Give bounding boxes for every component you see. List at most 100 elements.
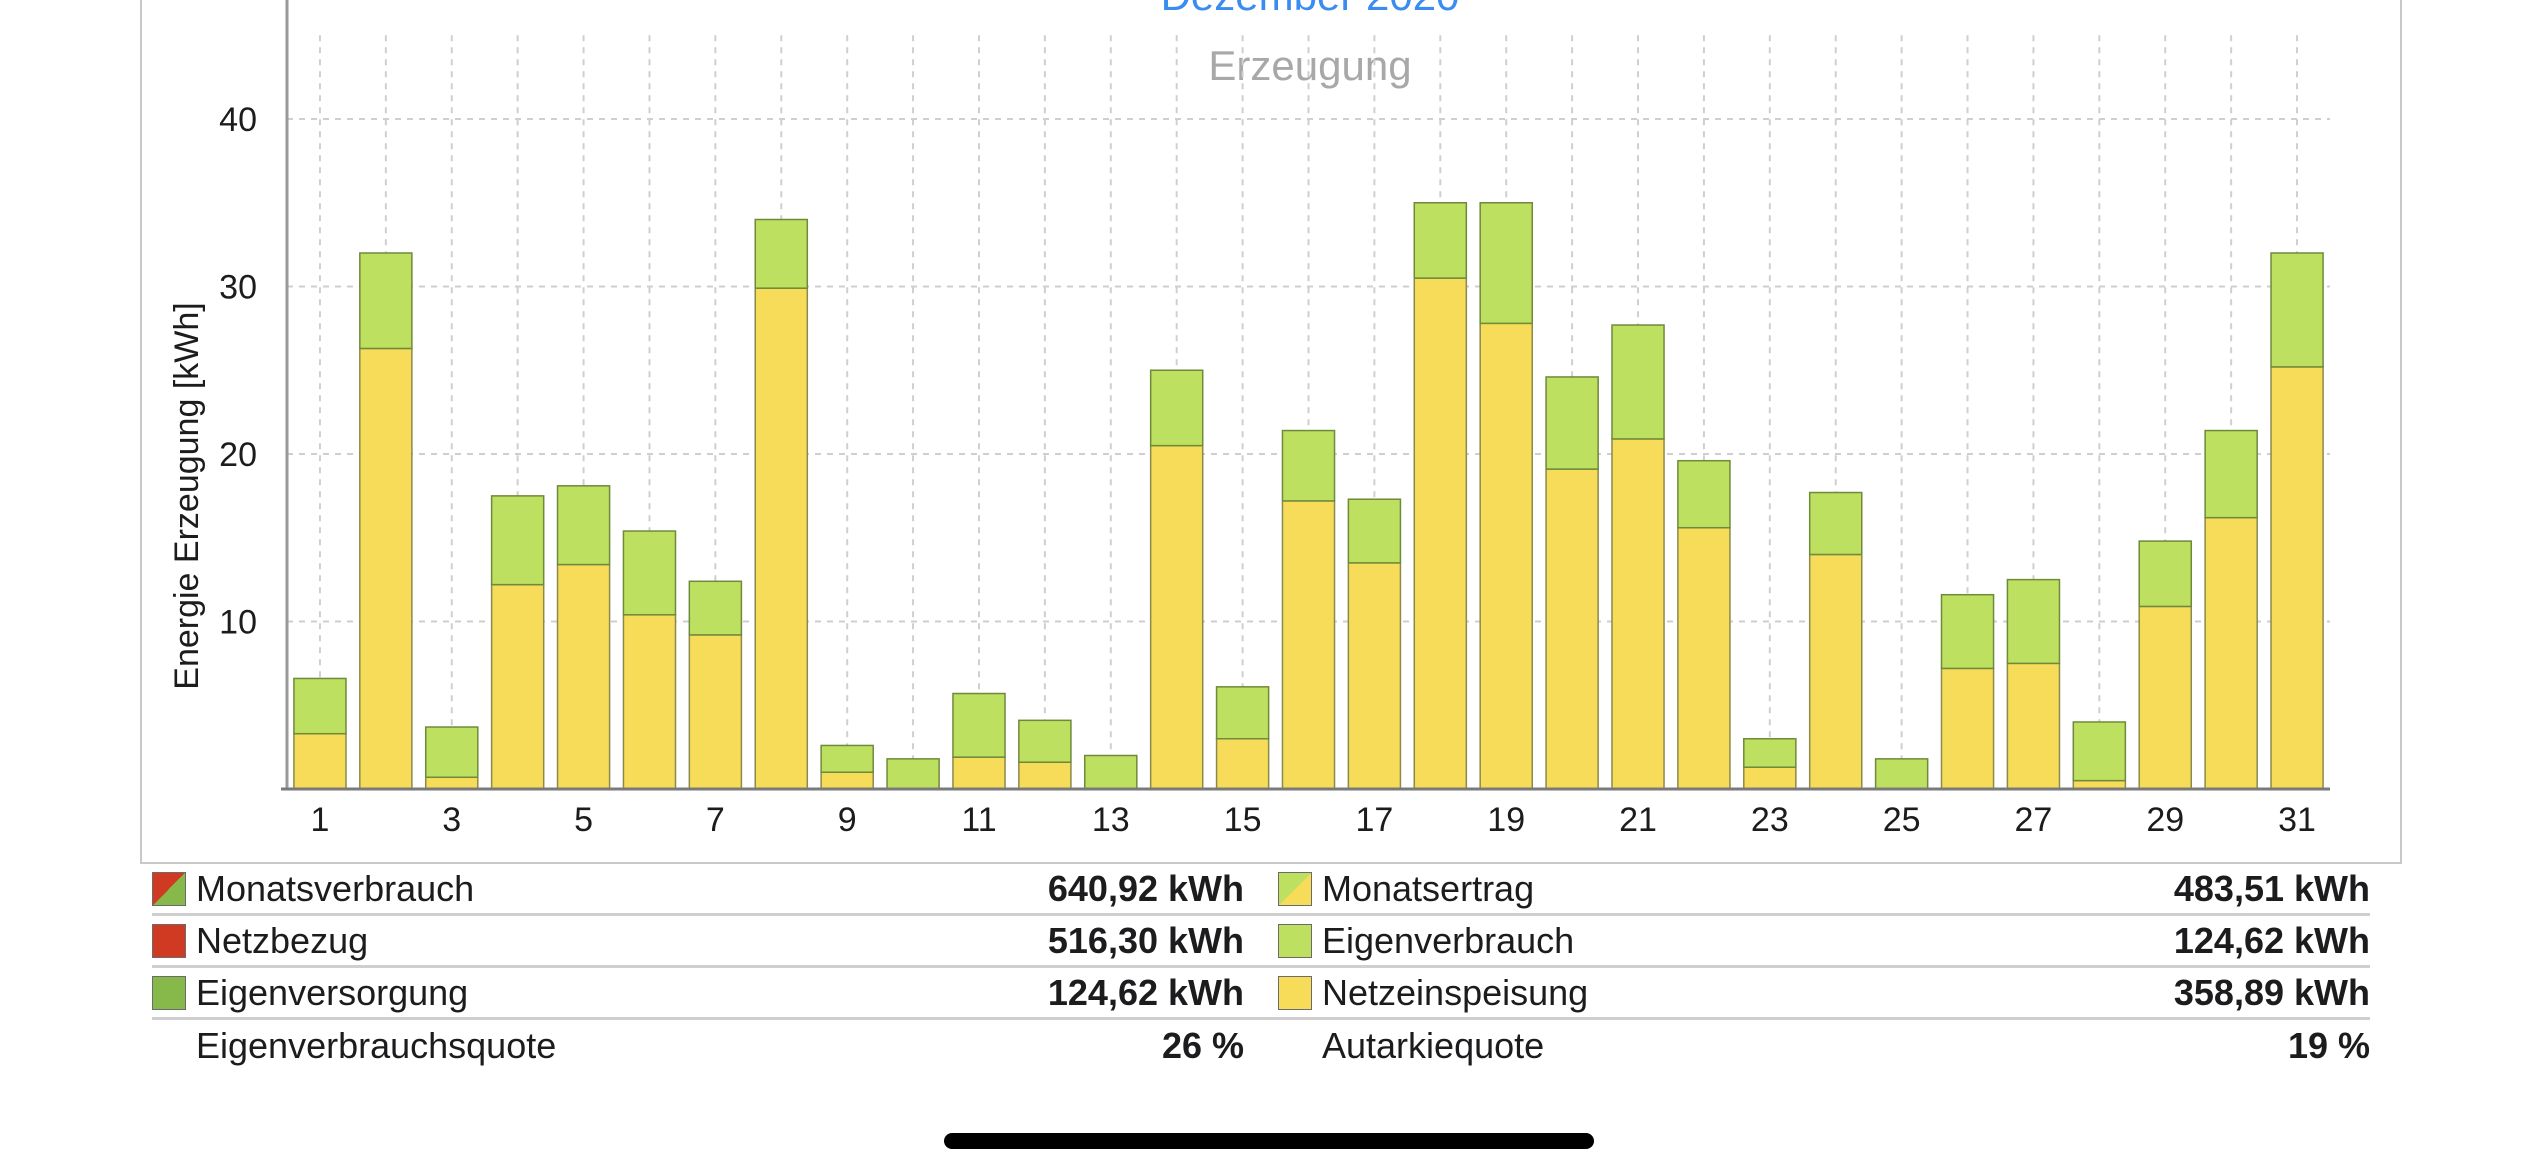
bar-eigenverbrauch (1479, 202, 1533, 325)
bar-eigenverbrauch (1347, 498, 1402, 564)
eigenverbrauchsquote-cell: Eigenverbrauchsquote 26 % (152, 1020, 1244, 1072)
x-tick-label: 31 (2278, 801, 2316, 839)
x-tick-label: 1 (310, 801, 329, 839)
x-tick-label: 29 (2146, 801, 2184, 839)
chart-subtitle: Erzeugung (1208, 42, 1411, 89)
x-tick-label: 25 (1883, 801, 1921, 839)
bar-netzeinspeisung (2006, 662, 2061, 790)
x-tick-label: 15 (1224, 801, 1262, 839)
bar-netzeinspeisung (293, 732, 347, 790)
y-tick-label: 40 (219, 101, 257, 139)
netzbezug-cell: Netzbezug 516,30 kWh (152, 916, 1244, 965)
bar-eigenverbrauch (490, 495, 545, 586)
x-tick-label: 3 (442, 801, 461, 839)
summary-value: 640,92 kWh (1047, 867, 1244, 909)
summary-value: 516,30 kWh (1047, 919, 1244, 961)
x-tick-label: 27 (2015, 801, 2053, 839)
eigenverbrauch-cell: Eigenverbrauch 124,62 kWh (1278, 916, 2370, 965)
bar-netzeinspeisung (2138, 605, 2193, 790)
bar-netzeinspeisung (1347, 562, 1402, 790)
y-tick-label: 10 (219, 604, 257, 642)
x-tick-label: 9 (838, 801, 857, 839)
bar-netzeinspeisung (1677, 526, 1731, 790)
summary-label: Eigenverbrauch (1322, 919, 1575, 961)
monatsertrag-cell: Monatsertrag 483,51 kWh (1278, 864, 2370, 913)
bar-netzeinspeisung (622, 614, 677, 790)
bar-eigenverbrauch (2204, 429, 2258, 519)
summary-label: Netzeinspeisung (1322, 971, 1589, 1013)
monatsverbrauch-cell: Monatsverbrauch 640,92 kWh (152, 864, 1244, 913)
netzeinspeisung-swatch-icon (1278, 975, 1312, 1010)
bar-netzeinspeisung (754, 287, 809, 790)
netzbezug-swatch-icon (152, 923, 186, 958)
bar-netzeinspeisung (1611, 438, 1665, 790)
bar-netzeinspeisung (359, 347, 413, 790)
bar-netzeinspeisung (1215, 738, 1270, 790)
bar-eigenverbrauch (1545, 376, 1599, 470)
x-tick-label: 13 (1092, 801, 1130, 839)
x-tick-label: 11 (961, 801, 996, 839)
bar-netzeinspeisung (1281, 500, 1336, 790)
bar-eigenverbrauch (2270, 252, 2324, 368)
summary-label: Eigenversorgung (196, 971, 469, 1013)
bar-eigenverbrauch (293, 677, 347, 735)
bar-eigenverbrauch (1215, 686, 1270, 740)
x-tick-label: 19 (1487, 801, 1525, 839)
summary-row: Netzbezug 516,30 kWh Eigenverbrauch 124,… (152, 916, 2370, 968)
bar-eigenverbrauch (952, 692, 1006, 758)
bar-eigenverbrauch (622, 530, 677, 616)
eigenverbrauch-swatch-icon (1278, 923, 1312, 958)
y-tick-label: 30 (219, 269, 257, 307)
x-tick-label: 23 (1751, 801, 1789, 839)
summary-label: Autarkiequote (1322, 1025, 1545, 1066)
x-tick-label: 21 (1619, 801, 1657, 839)
summary-row: Eigenversorgung 124,62 kWh Netzeinspeisu… (152, 968, 2370, 1020)
summary-label: Monatsertrag (1322, 867, 1535, 909)
summary-table: Monatsverbrauch 640,92 kWh Monatsertrag … (152, 864, 2370, 1072)
summary-label: Monatsverbrauch (196, 867, 475, 909)
eigenversorgung-swatch-icon (152, 975, 186, 1010)
bar-eigenverbrauch (1611, 324, 1665, 440)
monatsertrag-swatch-icon (1278, 871, 1312, 906)
summary-value: 124,62 kWh (1047, 971, 1244, 1013)
summary-value: 483,51 kWh (2173, 867, 2370, 909)
bar-eigenverbrauch (359, 252, 413, 350)
eigenversorgung-cell: Eigenversorgung 124,62 kWh (152, 968, 1244, 1017)
bar-eigenverbrauch (1743, 738, 1797, 768)
bar-netzeinspeisung (688, 634, 743, 790)
bar-netzeinspeisung (1545, 468, 1599, 790)
summary-value: 124,62 kWh (2173, 919, 2370, 961)
home-indicator[interactable] (944, 1133, 1594, 1149)
bar-netzeinspeisung (1413, 277, 1468, 790)
bar-eigenverbrauch (1940, 593, 1995, 670)
bar-netzeinspeisung (1743, 766, 1797, 790)
bar-eigenverbrauch (1874, 758, 1929, 790)
chart-panel: Dezember 2020 Erzeugung Energie Erzeugun… (140, 0, 2402, 864)
bar-eigenverbrauch (2006, 578, 2061, 665)
bar-eigenverbrauch (1149, 369, 1204, 447)
bar-eigenverbrauch (2138, 540, 2193, 608)
y-axis-label: Energie Erzeugung [kWh] (168, 302, 206, 689)
bar-netzeinspeisung (1149, 444, 1204, 790)
bar-netzeinspeisung (952, 756, 1006, 790)
bar-eigenverbrauch (688, 580, 743, 636)
bar-netzeinspeisung (1018, 761, 1072, 790)
autarkiequote-cell: Autarkiequote 19 % (1278, 1020, 2370, 1072)
bar-eigenverbrauch (754, 218, 809, 289)
bar-netzeinspeisung (1808, 553, 1863, 790)
netzeinspeisung-cell: Netzeinspeisung 358,89 kWh (1278, 968, 2370, 1017)
bar-netzeinspeisung (490, 583, 545, 790)
monatsverbrauch-swatch-icon (152, 871, 186, 906)
bar-netzeinspeisung (556, 563, 611, 790)
empty-swatch (152, 1029, 186, 1063)
x-tick-label: 17 (1355, 801, 1393, 839)
bar-netzeinspeisung (1940, 667, 1995, 790)
x-tick-label: 7 (706, 801, 725, 839)
bar-eigenverbrauch (1808, 491, 1863, 556)
bar-eigenverbrauch (1281, 429, 1336, 502)
summary-value: 26 % (1161, 1025, 1244, 1066)
summary-label: Eigenverbrauchsquote (196, 1025, 557, 1066)
bar-eigenverbrauch (1084, 754, 1138, 790)
summary-value: 19 % (2287, 1025, 2370, 1066)
bar-eigenverbrauch (1413, 202, 1468, 279)
